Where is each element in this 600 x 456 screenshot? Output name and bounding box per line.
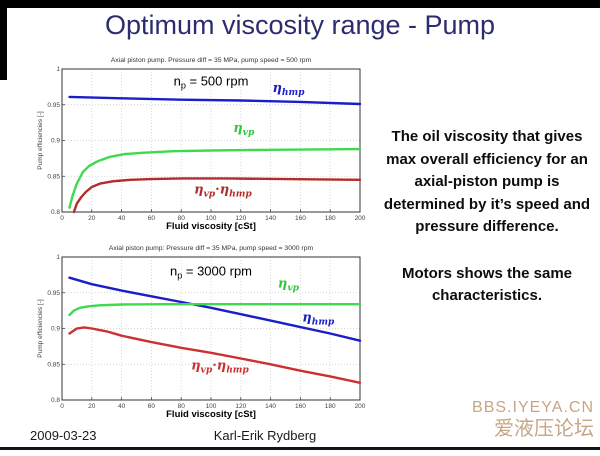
svg-text:0.95: 0.95 — [47, 102, 60, 109]
svg-text:200: 200 — [355, 215, 366, 222]
svg-text:Axial piston pump: Pressure di: Axial piston pump: Pressure diff = 35 MP… — [109, 245, 314, 252]
svg-text:0.95: 0.95 — [47, 290, 60, 297]
svg-text:80: 80 — [178, 403, 186, 410]
svg-text:0.8: 0.8 — [51, 397, 60, 404]
svg-text:40: 40 — [118, 403, 126, 410]
svg-text:20: 20 — [88, 403, 96, 410]
bottom-rule — [0, 447, 600, 450]
svg-text:Fluid viscosity [cSt]: Fluid viscosity [cSt] — [166, 221, 256, 232]
svg-text:120: 120 — [235, 215, 246, 222]
svg-text:100: 100 — [206, 215, 217, 222]
svg-text:60: 60 — [148, 215, 156, 222]
svg-text:0.85: 0.85 — [47, 361, 60, 368]
svg-text:60: 60 — [148, 403, 156, 410]
svg-text:140: 140 — [265, 403, 276, 410]
svg-text:200: 200 — [355, 403, 366, 410]
side-note: The oil viscosity that gives max overall… — [378, 126, 596, 332]
svg-text:0: 0 — [60, 215, 64, 222]
watermark-line2: 爱液压论坛 — [494, 418, 594, 441]
pump-500rpm-chart: 0 20 40 60 80 100 120 140 160 180 200 0.8 0.85 0.9 0.9… — [37, 57, 366, 232]
svg-text:ηvp·ηhmp: ηvp·ηhmp — [191, 358, 249, 375]
watermark: BBS.IYEYA.CN 爱液压论坛 — [472, 398, 594, 441]
svg-text:80: 80 — [178, 215, 186, 222]
svg-text:Pump efficiencies [-]: Pump efficiencies [-] — [37, 111, 44, 170]
svg-text:ηvp: ηvp — [233, 121, 255, 138]
footer-author: Karl-Erik Rydberg — [213, 428, 317, 443]
svg-text:180: 180 — [325, 215, 336, 222]
svg-text:0.9: 0.9 — [51, 326, 60, 333]
svg-text:ηhmp: ηhmp — [272, 81, 305, 98]
footer-date: 2009-03-23 — [30, 428, 97, 443]
page-title: Optimum viscosity range - Pump — [104, 10, 496, 40]
svg-text:ηvp·ηhmp: ηvp·ηhmp — [194, 182, 252, 199]
svg-text:Axial piston pump. Pressure di: Axial piston pump. Pressure diff = 35 MP… — [111, 57, 312, 64]
svg-text:160: 160 — [295, 403, 306, 410]
side-note-para1: The oil viscosity that gives max overall… — [383, 128, 591, 235]
svg-text:100: 100 — [206, 403, 217, 410]
svg-text:np = 3000 rpm: np = 3000 rpm — [170, 264, 252, 281]
watermark-line1: BBS.IYEYA.CN — [472, 399, 594, 416]
svg-text:180: 180 — [325, 403, 336, 410]
svg-text:1: 1 — [56, 66, 60, 73]
svg-text:Pump efficiencies [-]: Pump efficiencies [-] — [37, 299, 44, 358]
svg-text:0.85: 0.85 — [47, 173, 60, 180]
svg-text:0.9: 0.9 — [51, 138, 60, 145]
top-border — [0, 0, 600, 8]
svg-text:40: 40 — [118, 215, 126, 222]
svg-text:0.8: 0.8 — [51, 209, 60, 216]
svg-text:20: 20 — [88, 215, 96, 222]
svg-text:Fluid viscosity [cSt]: Fluid viscosity [cSt] — [166, 409, 256, 420]
left-border — [0, 0, 7, 80]
svg-text:ηhmp: ηhmp — [302, 310, 335, 327]
side-note-para2: Motors shows the same characteristics. — [401, 264, 573, 305]
svg-text:120: 120 — [235, 403, 246, 410]
pump-3000rpm-chart: 0 20 40 60 80 100 120 140 160 180 200 0.8 0.85 0.9 0.9… — [37, 245, 366, 420]
svg-text:140: 140 — [265, 215, 276, 222]
svg-text:np = 500 rpm: np = 500 rpm — [174, 73, 249, 90]
svg-text:160: 160 — [295, 215, 306, 222]
svg-text:0: 0 — [60, 403, 64, 410]
svg-text:1: 1 — [56, 254, 60, 261]
svg-text:ηvp: ηvp — [278, 277, 300, 294]
